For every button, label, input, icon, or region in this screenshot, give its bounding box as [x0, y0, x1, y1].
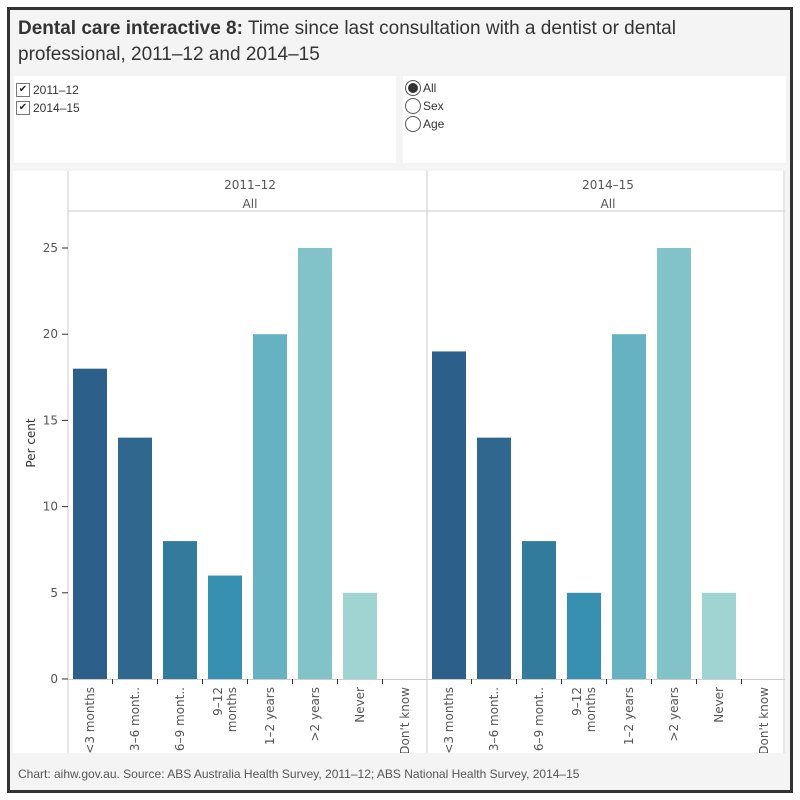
breakdown-option-label: Sex [423, 99, 444, 113]
x-tick-label-line: Never [353, 687, 367, 723]
x-tick-label-line: 9–12 [211, 687, 225, 716]
x-tick-label-line: Don't know [757, 687, 771, 753]
bar-never [702, 592, 736, 679]
title-bold: Dental care interactive 8: [18, 18, 243, 39]
dashboard-frame: Dental care interactive 8: Time since la… [7, 7, 793, 793]
title-text: Time since last consultation with a dent… [18, 18, 676, 65]
y-axis-label: Per cent [24, 418, 38, 468]
x-tick-label: 1–2 years [622, 687, 636, 745]
panel-header-year: 2014–15 [582, 178, 634, 192]
panel-header-year: 2011–12 [224, 178, 276, 192]
x-tick-label-line: 3–6 mont.. [128, 687, 142, 751]
bar-9-12-months [208, 575, 242, 679]
y-tick-label: 15 [43, 413, 58, 427]
source-footer: Chart: aihw.gov.au. Source: ABS Australi… [18, 767, 580, 781]
bar--3-months [432, 351, 466, 679]
radio-unselected-icon[interactable] [405, 116, 421, 132]
bar-6-9-mont- [522, 541, 556, 679]
radio-selected-icon[interactable] [405, 80, 421, 96]
x-tick-label: 9–12months [570, 687, 598, 732]
page-title: Dental care interactive 8: Time since la… [18, 16, 778, 68]
bar-chart: Per cent 2011–12 All 2014–15 All 0 5 10 15 2… [24, 171, 785, 755]
x-tick-label-line: months [225, 687, 239, 732]
breakdown-option-age[interactable]: Age [405, 115, 444, 133]
bar-1-2-years [612, 334, 646, 679]
year-option-2014-15[interactable]: ✔ 2014–15 [16, 99, 80, 117]
y-tick-label: 25 [43, 241, 58, 255]
x-tick-label-line: >2 years [308, 687, 322, 742]
bar-3-6-mont- [477, 437, 511, 679]
breakdown-option-all[interactable]: All [405, 79, 436, 97]
x-tick-label: 6–9 mont.. [173, 687, 187, 751]
bar-never [343, 592, 377, 679]
year-option-label: 2011–12 [33, 83, 79, 97]
x-tick-label: 1–2 years [263, 687, 277, 745]
bar-3-6-mont- [118, 437, 152, 679]
bar-9-12-months [567, 592, 601, 679]
x-tick-label: Never [353, 687, 367, 723]
checkbox-checked-icon[interactable]: ✔ [16, 101, 30, 115]
breakdown-filter: All Sex Age [403, 76, 786, 163]
x-tick-label-line: <3 months [442, 687, 456, 753]
bar-6-9-mont- [163, 541, 197, 679]
year-option-2011-12[interactable]: ✔ 2011–12 [16, 81, 79, 99]
y-tick-label: 5 [50, 586, 58, 600]
x-tick-label: >2 years [667, 687, 681, 742]
x-tick-label-line: 6–9 mont.. [173, 687, 187, 751]
x-tick-label: 3–6 mont.. [128, 687, 142, 751]
x-tick-label-line: 3–6 mont.. [487, 687, 501, 751]
x-tick-label: <3 months [442, 687, 456, 753]
breakdown-option-label: All [423, 81, 437, 95]
x-tick-label: 9–12months [211, 687, 239, 732]
bar--2-years [298, 248, 332, 679]
x-tick-label-line: 6–9 mont.. [532, 687, 546, 751]
x-tick-label: Don't know [757, 687, 771, 753]
year-option-label: 2014–15 [33, 101, 80, 115]
breakdown-option-label: Age [423, 117, 445, 131]
checkbox-checked-icon[interactable]: ✔ [16, 83, 30, 97]
bar--3-months [73, 368, 107, 679]
x-tick-label: >2 years [308, 687, 322, 742]
x-tick-label-line: <3 months [83, 687, 97, 753]
year-filter: ✔ 2011–12 ✔ 2014–15 [14, 76, 396, 163]
x-tick-label: 6–9 mont.. [532, 687, 546, 751]
bar--2-years [657, 248, 691, 679]
y-tick-label: 20 [43, 327, 58, 341]
x-tick-label: <3 months [83, 687, 97, 753]
x-tick-label-line: Never [712, 687, 726, 723]
x-tick-label: Don't know [398, 687, 412, 753]
x-tick-label-line: 1–2 years [622, 687, 636, 745]
x-tick-label-line: Don't know [398, 687, 412, 753]
x-tick-label: 3–6 mont.. [487, 687, 501, 751]
radio-unselected-icon[interactable] [405, 98, 421, 114]
y-tick-label: 10 [43, 500, 58, 514]
panel-header-sub: All [601, 197, 616, 211]
x-tick-label-line: 9–12 [570, 687, 584, 716]
x-tick-label-line: 1–2 years [263, 687, 277, 745]
panel-header-sub: All [243, 197, 258, 211]
x-tick-label-line: >2 years [667, 687, 681, 742]
bar-1-2-years [253, 334, 287, 679]
breakdown-option-sex[interactable]: Sex [405, 97, 444, 115]
chart-area: Per cent 2011–12 All 2014–15 All 0 5 10 15 2… [13, 171, 785, 755]
y-tick-label: 0 [50, 672, 58, 686]
x-tick-label-line: months [584, 687, 598, 732]
x-tick-label: Never [712, 687, 726, 723]
